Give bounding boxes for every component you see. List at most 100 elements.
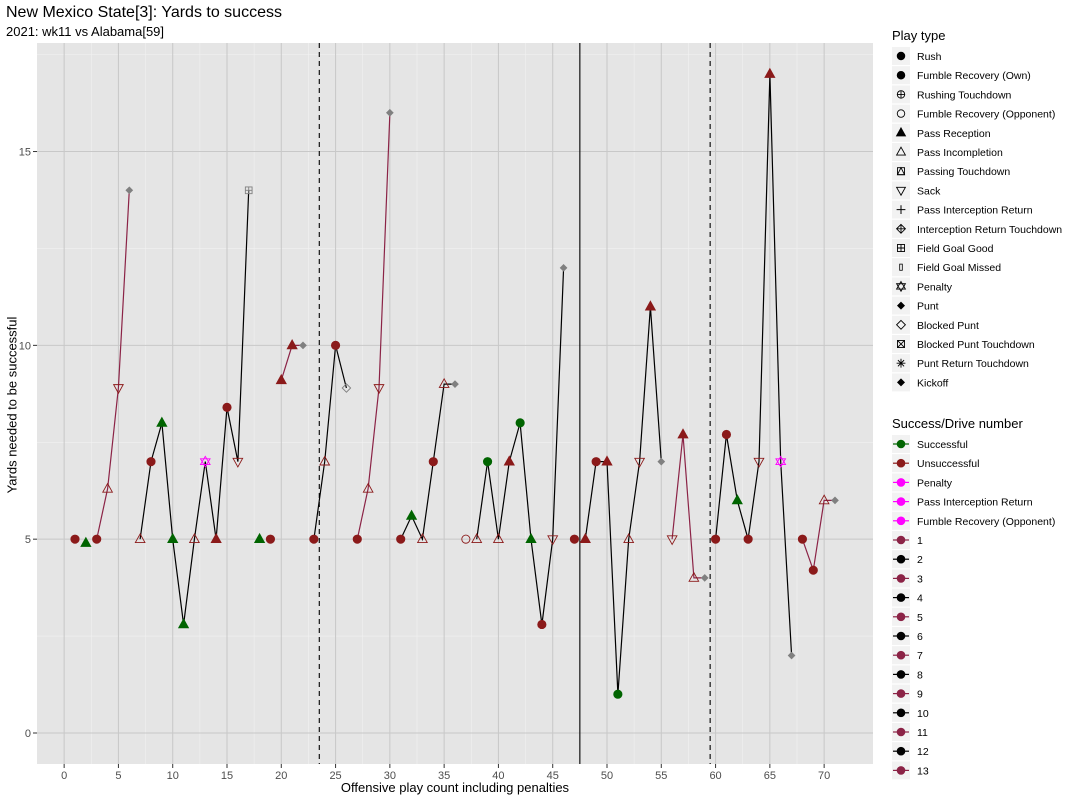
- play-52-point: [623, 532, 635, 543]
- legend-label-success: 2: [917, 554, 923, 566]
- legend-label-play-type: Penalty: [917, 281, 953, 293]
- play-24-point: [319, 455, 331, 466]
- legend-item-success: 3: [892, 569, 923, 588]
- play-33-marker: [416, 532, 428, 543]
- play-32-point: [405, 509, 418, 520]
- play-66-point: [775, 458, 787, 468]
- play-24-marker: [319, 455, 331, 466]
- play-3-point: [92, 534, 102, 544]
- legend-label-play-type: Pass Interception Return: [917, 205, 1033, 217]
- legend-square-x-icon: [897, 340, 905, 348]
- legend-filled-diamond-icon: [896, 301, 906, 310]
- play-46-marker: [559, 263, 568, 272]
- play-2-point: [80, 536, 92, 547]
- play-11-marker: [177, 618, 190, 629]
- play-23-marker: [309, 534, 319, 544]
- play-59-marker: [700, 574, 709, 582]
- play-57-marker: [677, 428, 689, 439]
- legend-item-success: Unsuccessful: [892, 454, 979, 473]
- play-54-point: [644, 300, 657, 311]
- play-4-point: [102, 482, 114, 493]
- legend-item-play-type: Rushing Touchdown: [892, 85, 1012, 104]
- play-13-point: [199, 458, 211, 468]
- play-40-marker: [492, 532, 504, 543]
- play-10-point: [167, 532, 179, 544]
- play-30-marker: [385, 108, 394, 117]
- play-45-marker: [547, 535, 559, 546]
- legend-plus-icon: [896, 205, 906, 214]
- play-26-marker: [341, 383, 352, 393]
- legend-item-play-type: Pass Incompletion: [892, 143, 1003, 161]
- play-26-point: [341, 383, 352, 393]
- play-10-marker: [167, 532, 179, 544]
- play-14-marker: [210, 532, 222, 544]
- legend-item-success: 10: [892, 703, 929, 722]
- play-15-point: [222, 402, 232, 412]
- play-28-point: [362, 482, 374, 493]
- play-37-marker: [461, 534, 471, 544]
- play-67-marker: [787, 651, 796, 660]
- play-48-point: [579, 532, 591, 544]
- grid-lines: [37, 43, 873, 764]
- legend-dot-icon: [896, 650, 906, 660]
- x-tick-label: 30: [384, 770, 396, 782]
- play-29-point: [373, 384, 385, 395]
- play-16-marker: [232, 457, 244, 468]
- legend-label-success: Pass Interception Return: [917, 497, 1033, 509]
- play-42-point: [515, 418, 525, 428]
- play-42-marker: [515, 418, 525, 428]
- x-tick-label: 55: [655, 770, 667, 782]
- play-60-marker: [710, 534, 721, 544]
- legend-dot-icon: [896, 612, 906, 622]
- legend-key-bg: [892, 277, 910, 296]
- legend-filled-triangle-icon: [895, 126, 907, 137]
- play-25-point: [330, 340, 341, 350]
- legend-dot-icon: [896, 708, 906, 718]
- play-41-point: [503, 455, 515, 466]
- play-54-marker: [644, 300, 657, 311]
- play-65-point: [764, 67, 776, 78]
- legend-key-bg: [892, 181, 910, 200]
- legend-label-play-type: Blocked Punt Touchdown: [917, 339, 1035, 351]
- play-51-point: [613, 689, 623, 699]
- play-16-point: [232, 457, 244, 468]
- play-12-point: [188, 532, 200, 543]
- play-47-point: [569, 534, 580, 544]
- legend-label-success: 8: [917, 669, 923, 681]
- play-39-marker: [482, 457, 493, 467]
- play-59-point: [700, 574, 709, 582]
- legend-item-play-type: Field Goal Missed: [892, 258, 1001, 277]
- play-60-point: [710, 534, 721, 544]
- x-tick-label: 65: [764, 770, 776, 782]
- play-61-point: [721, 429, 732, 440]
- play-43-marker: [525, 532, 537, 544]
- legend-label-success: 13: [917, 765, 929, 777]
- play-56-point: [666, 535, 678, 546]
- legend-item-play-type: Penalty: [892, 277, 953, 296]
- legend-label-success: Penalty: [917, 477, 953, 489]
- play-7-marker: [134, 532, 146, 543]
- chart-subtitle: 2021: wk11 vs Alabama[59]: [6, 24, 165, 39]
- legend-label-success: 1: [917, 535, 923, 547]
- play-23-point: [309, 534, 319, 544]
- play-63-point: [743, 534, 753, 544]
- play-57-point: [677, 428, 689, 439]
- play-29-marker: [373, 384, 385, 395]
- play-18-marker: [253, 532, 266, 544]
- legend-open-diamond-icon: [895, 319, 907, 330]
- legend-circle-plus-icon: [897, 90, 905, 99]
- legend-star-of-david-icon: [895, 283, 907, 293]
- drive-12-line: [715, 73, 793, 656]
- legend-asterisk-icon: [896, 358, 906, 368]
- legend-item-success: Fumble Recovery (Opponent): [892, 511, 1055, 530]
- play-6-marker: [125, 186, 134, 195]
- y-tick-label: 10: [19, 340, 31, 352]
- play-61-marker: [721, 429, 732, 440]
- legend-dot-icon: [896, 727, 906, 737]
- legend-label-success: 7: [917, 650, 923, 662]
- legend-dot-icon: [896, 746, 906, 756]
- play-43-point: [525, 532, 537, 544]
- legend-label-play-type: Pass Incompletion: [917, 147, 1003, 159]
- legend-item-play-type: Passing Touchdown: [892, 162, 1010, 181]
